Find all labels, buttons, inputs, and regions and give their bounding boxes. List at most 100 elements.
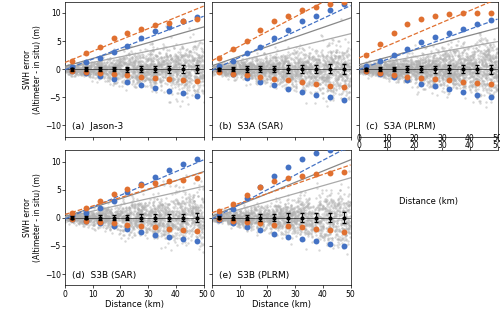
Point [305,81,313,86]
Point [386,70,394,75]
Point [184,75,192,80]
Point [364,71,372,76]
Point [440,56,448,61]
Point [82,71,90,76]
Point [149,221,157,226]
Point [211,67,219,72]
Point [114,212,122,217]
Point [336,44,344,49]
Point [301,226,309,232]
Point [309,64,317,69]
Point [151,180,159,186]
Point [97,62,105,67]
Point [335,85,343,90]
Point [274,68,282,73]
Point [245,216,253,221]
Point [252,217,260,223]
Point [472,62,480,67]
Point [162,60,170,65]
Point [186,205,194,210]
Point [194,60,202,65]
Point [154,215,162,220]
Point [239,76,247,81]
Text: (b)  S3A (SAR): (b) S3A (SAR) [219,122,283,131]
Point [402,69,410,74]
Point [252,56,260,61]
Point [100,213,108,218]
Point [153,63,161,68]
Point [247,209,255,214]
Point [190,198,198,203]
Point [240,217,248,222]
Point [264,68,272,73]
Point [412,75,420,81]
Point [72,217,80,222]
Point [327,60,335,66]
Point [388,67,396,72]
Point [305,221,313,226]
Point [422,68,430,73]
Point [399,58,407,63]
Point [337,198,345,204]
Point [175,65,183,70]
Point [120,201,128,206]
Point [82,219,90,225]
Point [336,209,344,215]
Point [84,214,92,219]
Point [194,218,202,223]
Point [339,220,347,225]
Point [274,218,282,224]
Point [84,63,92,69]
Point [288,210,296,215]
Point [187,217,195,222]
Point [78,69,86,74]
Point [226,63,234,68]
Point [181,204,189,209]
Point [246,63,254,68]
Point [268,62,276,67]
Point [252,219,260,224]
Point [183,47,191,52]
Point [96,60,104,66]
Point [276,209,283,215]
Point [450,69,458,74]
Point [183,72,191,78]
Point [172,208,180,214]
Point [106,57,114,62]
Point [132,67,140,72]
Point [236,217,244,222]
Point [159,202,167,207]
Point [322,76,330,81]
Point [460,41,468,47]
Point [374,68,382,73]
Point [224,215,232,220]
Point [281,70,289,75]
Point [127,220,135,226]
Point [81,69,89,74]
Point [87,210,95,215]
Point [358,67,366,72]
Point [338,72,346,78]
Point [492,66,500,72]
Point [168,72,175,78]
Point [434,66,442,71]
Point [308,90,316,95]
Point [420,56,428,61]
Point [424,75,432,81]
Point [336,68,344,73]
Point [266,226,274,231]
Point [478,51,486,56]
Point [156,222,164,227]
Point [98,216,106,221]
Point [188,211,196,216]
Point [174,56,182,61]
Point [280,60,288,66]
Point [292,216,300,221]
Point [235,214,243,219]
Point [166,226,174,231]
Point [319,234,327,239]
Point [120,71,128,76]
Point [130,65,138,71]
Point [277,213,285,218]
Point [317,207,325,212]
